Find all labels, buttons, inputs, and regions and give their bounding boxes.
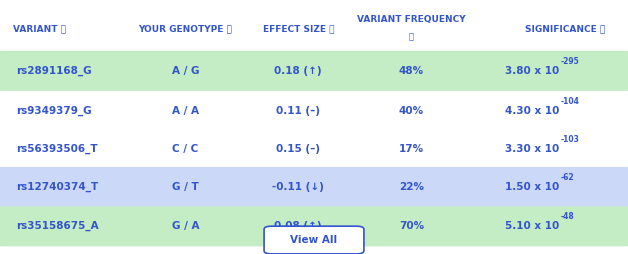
FancyBboxPatch shape xyxy=(0,167,628,207)
Text: YOUR GENOTYPE ⓘ: YOUR GENOTYPE ⓘ xyxy=(138,25,232,34)
Text: -295: -295 xyxy=(560,57,579,66)
Text: 3.30 x 10: 3.30 x 10 xyxy=(505,144,559,154)
Text: 0.08 (↑): 0.08 (↑) xyxy=(274,221,322,231)
Text: 17%: 17% xyxy=(399,144,424,154)
Text: A / G: A / G xyxy=(171,66,199,76)
Text: EFFECT SIZE ⓘ: EFFECT SIZE ⓘ xyxy=(263,25,334,34)
Text: rs12740374_T: rs12740374_T xyxy=(16,182,98,192)
Text: SIGNIFICANCE ⓘ: SIGNIFICANCE ⓘ xyxy=(525,25,605,34)
Text: 40%: 40% xyxy=(399,106,424,116)
Text: -0.11 (↓): -0.11 (↓) xyxy=(273,182,324,192)
Text: 0.18 (↑): 0.18 (↑) xyxy=(274,66,322,76)
Text: rs35158675_A: rs35158675_A xyxy=(16,221,99,231)
Text: 3.80 x 10: 3.80 x 10 xyxy=(505,66,559,76)
Text: VARIANT FREQUENCY: VARIANT FREQUENCY xyxy=(357,14,465,24)
Text: rs2891168_G: rs2891168_G xyxy=(16,66,91,76)
Text: rs9349379_G: rs9349379_G xyxy=(16,106,91,116)
FancyBboxPatch shape xyxy=(0,206,628,246)
Text: 0.15 (–): 0.15 (–) xyxy=(276,144,320,154)
Text: -103: -103 xyxy=(560,135,579,144)
Text: -62: -62 xyxy=(560,173,574,182)
Text: 70%: 70% xyxy=(399,221,424,231)
FancyBboxPatch shape xyxy=(264,226,364,254)
Text: G / A: G / A xyxy=(171,221,199,231)
Text: ⓘ: ⓘ xyxy=(409,32,414,41)
Text: 48%: 48% xyxy=(399,66,424,76)
Text: C / C: C / C xyxy=(172,144,198,154)
FancyBboxPatch shape xyxy=(0,51,628,91)
Text: 1.50 x 10: 1.50 x 10 xyxy=(505,182,559,192)
Text: 0.11 (–): 0.11 (–) xyxy=(276,106,320,116)
Text: View All: View All xyxy=(290,235,338,245)
Text: 22%: 22% xyxy=(399,182,424,192)
Text: 4.30 x 10: 4.30 x 10 xyxy=(504,106,559,116)
Text: VARIANT ⓘ: VARIANT ⓘ xyxy=(13,25,65,34)
Text: 5.10 x 10: 5.10 x 10 xyxy=(505,221,559,231)
Text: -104: -104 xyxy=(560,97,579,106)
Text: G / T: G / T xyxy=(172,182,198,192)
Text: A / A: A / A xyxy=(172,106,198,116)
Text: rs56393506_T: rs56393506_T xyxy=(16,144,97,154)
Text: -48: -48 xyxy=(560,212,574,221)
